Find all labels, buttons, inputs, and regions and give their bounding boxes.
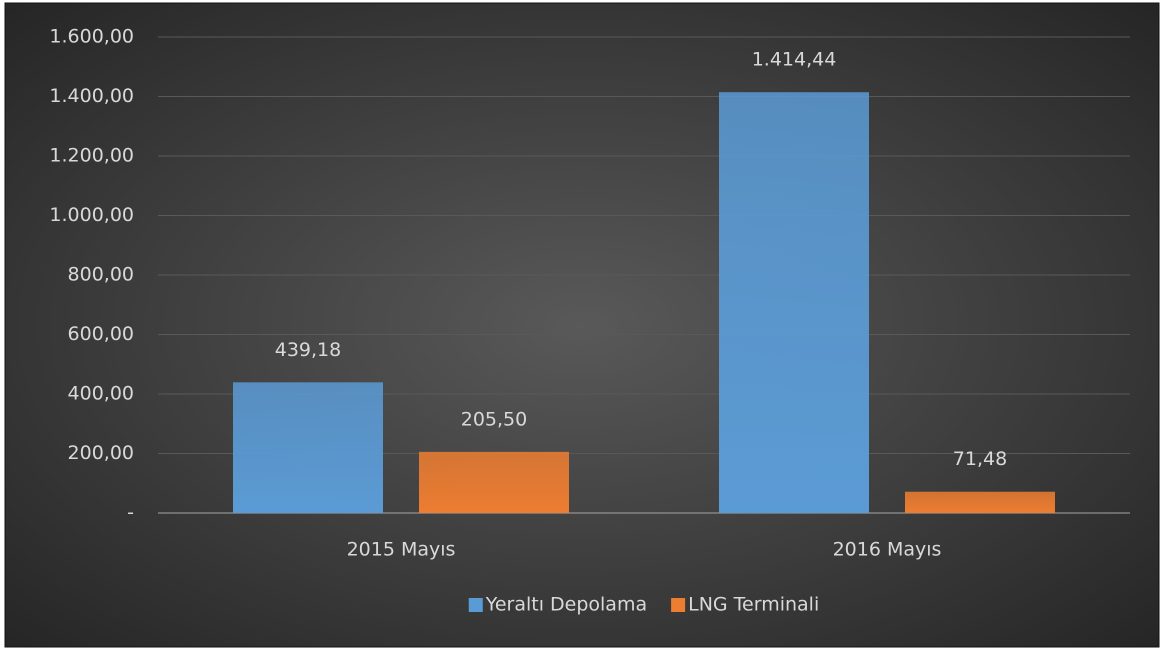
legend-swatch [468,598,483,612]
y-tick-label: 400,00 [68,383,134,405]
y-tick-label: 600,00 [68,323,134,345]
bar [419,451,569,513]
data-label: 1.414,44 [752,49,837,71]
legend: Yeraltı Depolama LNG Terminali [468,594,819,616]
y-tick-label: 1.600,00 [49,26,134,48]
legend-label: Yeraltı Depolama [485,594,647,616]
bar [905,491,1055,513]
data-label: 71,48 [953,448,1007,470]
y-tick-label: - [127,502,134,524]
bar [233,382,383,513]
data-label: 205,50 [461,408,527,430]
y-tick-label: 200,00 [68,442,134,464]
bar [719,92,869,513]
x-tick-label: 2015 Mayıs [347,539,456,561]
chart-background [4,2,1160,648]
y-tick-label: 800,00 [68,264,134,286]
legend-swatch [671,598,686,612]
data-label: 439,18 [275,339,341,361]
y-tick-label: 1.000,00 [49,204,134,226]
y-tick-label: 1.400,00 [49,85,134,107]
legend-label: LNG Terminali [688,594,819,616]
y-tick-label: 1.200,00 [49,145,134,167]
x-tick-label: 2016 Mayıs [833,539,942,561]
